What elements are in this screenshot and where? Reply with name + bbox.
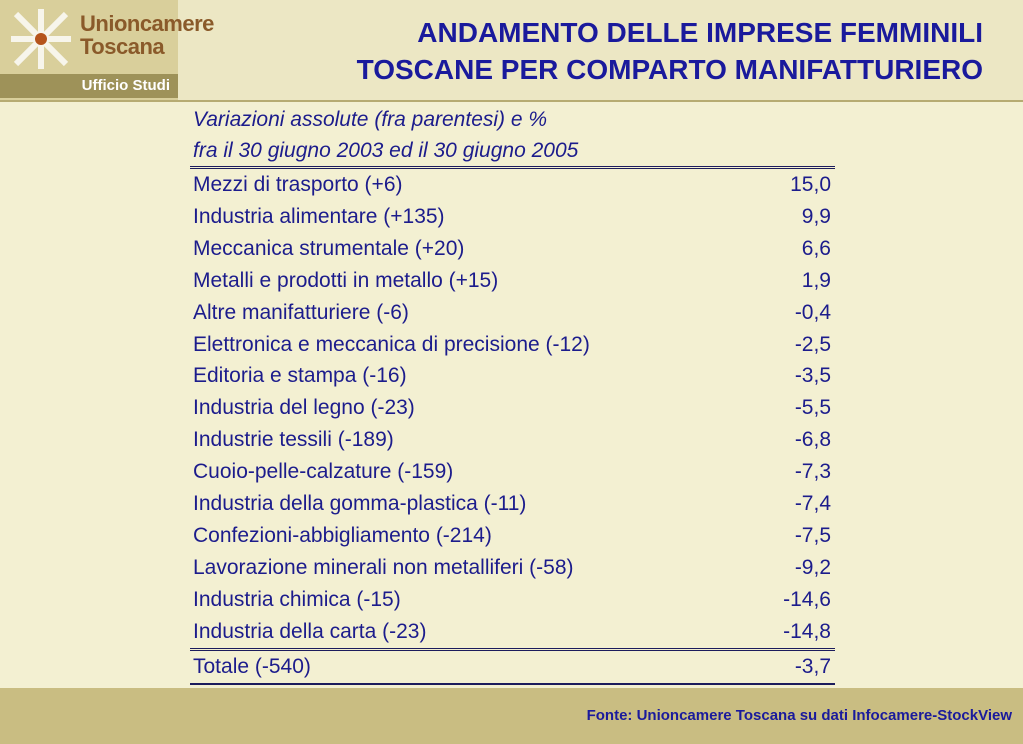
table-row: Industria della gomma-plastica (-11) -7,4 (190, 488, 835, 520)
table-row: Industrie tessili (-189) -6,8 (190, 424, 835, 456)
logo-unit: Ufficio Studi (0, 74, 178, 98)
cell-value: -7,5 (794, 523, 831, 547)
cell-value: -5,5 (794, 396, 831, 420)
rule (190, 647, 835, 651)
table-row: Elettronica e meccanica di precisione (-… (190, 329, 835, 361)
table: Variazioni assolute (fra parentesi) e % … (190, 104, 835, 685)
title-line: TOSCANE PER COMPARTO MANIFATTURIERO (356, 54, 983, 85)
rule (190, 166, 835, 169)
table-row: Industria alimentare (+135) 9,9 (190, 201, 835, 233)
cell-label: Mezzi di trasporto (+6) (193, 173, 403, 196)
footer: Fonte: Unioncamere Toscana su dati Infoc… (0, 688, 1023, 744)
table-row: Meccanica strumentale (+20) 6,6 (190, 233, 835, 265)
source: Fonte: Unioncamere Toscana su dati Infoc… (586, 707, 1012, 724)
cell-value: -9,2 (794, 555, 831, 579)
table-row: Cuoio-pelle-calzature (-159) -7,3 (190, 456, 835, 488)
cell-label: Industria della carta (-23) (193, 619, 427, 643)
table-row: Confezioni-abbigliamento (-214) -7,5 (190, 520, 835, 552)
rows: Mezzi di trasporto (+6) 15,0 Industria ali… (190, 169, 835, 648)
table-row: Industria della carta (-23) -14,8 (190, 616, 835, 648)
subtitle: fra il 30 giugno 2003 ed il 30 giugno 20… (193, 139, 579, 162)
cell-value: -2,5 (794, 332, 831, 356)
cell-value: -6,8 (794, 428, 831, 452)
cell-label: Meccanica strumentale (+20) (193, 236, 465, 260)
cell-label: Industrie tessili (-189) (193, 428, 394, 452)
total-value: -3,7 (794, 654, 831, 678)
table-row: Altre manifatturiere (-6) -0,4 (190, 297, 835, 329)
table-row: Mezzi di trasporto (+6) 15,0 (190, 169, 835, 201)
cell-label: Elettronica e meccanica di precisione (-… (193, 332, 590, 356)
cell-label: Cuoio-pelle-calzature (-159) (193, 460, 454, 484)
cell-value: 15,0 (790, 173, 831, 196)
logo: Unioncamere Toscana Ufficio Studi (0, 0, 214, 100)
table-row: Metalli e prodotti in metallo (+15) 1,9 (190, 265, 835, 297)
cell-value: -14,8 (783, 619, 831, 643)
cell-value: -7,3 (794, 460, 831, 484)
cell-label: Industria del legno (-23) (193, 396, 415, 420)
rule (190, 682, 835, 685)
cell-value: 1,9 (801, 268, 831, 292)
cell-label: Industria chimica (-15) (193, 587, 401, 611)
cell-label: Altre manifatturiere (-6) (193, 300, 409, 324)
cell-value: 9,9 (801, 204, 831, 228)
cell-value: -7,4 (794, 492, 831, 516)
subtitle: Variazioni assolute (fra parentesi) e % (193, 108, 548, 131)
table-row: Editoria e stampa (-16) -3,5 (190, 360, 835, 392)
total-row: Totale (-540) -3,7 (190, 651, 835, 683)
title-line: ANDAMENTO DELLE IMPRESE FEMMINILI (417, 17, 983, 48)
cell-value: 6,6 (801, 236, 831, 260)
cell-label: Confezioni-abbigliamento (-214) (193, 523, 492, 547)
total-label: Totale (-540) (193, 654, 311, 678)
table-row: Lavorazione minerali non metalliferi (-5… (190, 552, 835, 584)
cell-label: Lavorazione minerali non metalliferi (-5… (193, 555, 574, 579)
cell-label: Industria della gomma-plastica (-11) (193, 492, 527, 516)
cell-label: Industria alimentare (+135) (193, 204, 445, 228)
logo-name: Unioncamere Toscana (80, 11, 214, 59)
cell-value: -3,5 (794, 364, 831, 388)
cell-label: Metalli e prodotti in metallo (+15) (193, 268, 499, 292)
cell-value: -14,6 (783, 587, 831, 611)
header: Unioncamere Toscana Ufficio Studi ANDAME… (0, 0, 1023, 102)
cell-label: Editoria e stampa (-16) (193, 364, 407, 388)
title: ANDAMENTO DELLE IMPRESE FEMMINILI TOSCAN… (357, 14, 983, 88)
logo-icon (11, 9, 71, 69)
cell-value: -0,4 (794, 300, 831, 324)
table-row: Industria del legno (-23) -5,5 (190, 392, 835, 424)
table-row: Industria chimica (-15) -14,6 (190, 584, 835, 616)
